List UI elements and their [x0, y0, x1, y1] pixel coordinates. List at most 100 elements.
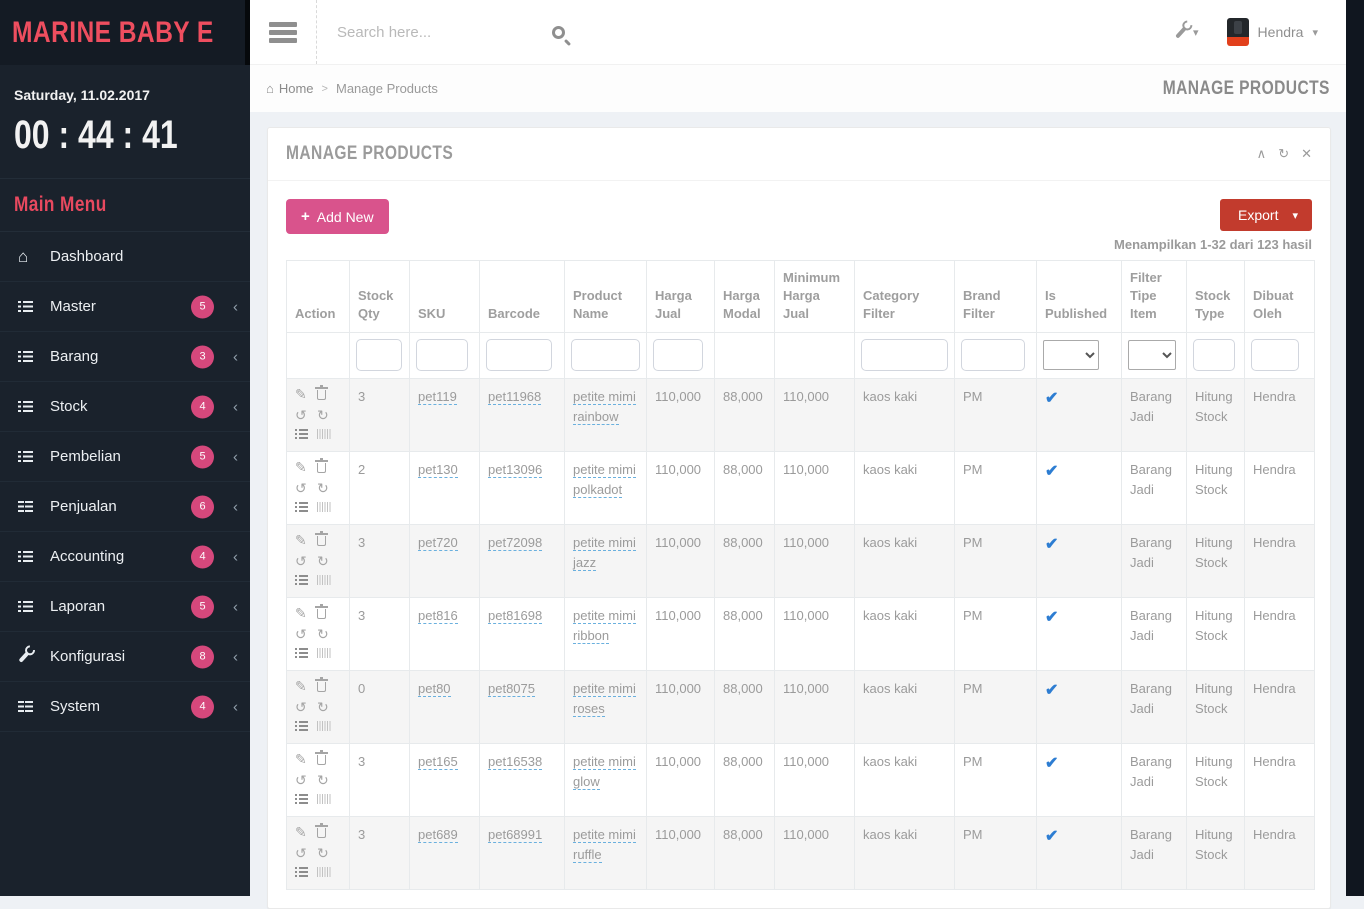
delete-icon[interactable]: [317, 536, 326, 546]
column-header[interactable]: Is Published: [1037, 261, 1122, 333]
filter-select-is-published[interactable]: [1043, 340, 1099, 370]
column-header[interactable]: Brand Filter: [955, 261, 1037, 333]
filter-input-dibuat-oleh[interactable]: [1251, 339, 1299, 371]
product-name-editable[interactable]: petite mimi polkadot: [573, 462, 636, 498]
edit-icon[interactable]: ✎: [295, 679, 307, 693]
sku-editable[interactable]: pet816: [418, 608, 458, 624]
column-header[interactable]: Harga Jual: [647, 261, 715, 333]
sku-editable[interactable]: pet720: [418, 535, 458, 551]
refresh-icon[interactable]: ↻: [317, 627, 329, 641]
column-header[interactable]: Dibuat Oleh: [1245, 261, 1315, 333]
sku-editable[interactable]: pet119: [418, 389, 457, 405]
sidebar-item-laporan[interactable]: Laporan 5 ‹: [0, 582, 250, 632]
edit-icon[interactable]: ✎: [295, 606, 307, 620]
barcode-editable[interactable]: pet16538: [488, 754, 542, 770]
column-header[interactable]: Harga Modal: [715, 261, 775, 333]
delete-icon[interactable]: [317, 682, 326, 692]
published-check-icon[interactable]: ✔: [1045, 682, 1058, 699]
history-icon[interactable]: ↺: [295, 773, 307, 787]
column-header[interactable]: Filter Tipe Item: [1122, 261, 1187, 333]
history-icon[interactable]: ↺: [295, 554, 307, 568]
product-name-editable[interactable]: petite mimi glow: [573, 754, 636, 790]
refresh-icon[interactable]: ↻: [317, 408, 329, 422]
sidebar-item-konfigurasi[interactable]: Konfigurasi 8 ‹: [0, 632, 250, 682]
edit-icon[interactable]: ✎: [295, 460, 307, 474]
barcode-icon[interactable]: [317, 867, 331, 877]
published-check-icon[interactable]: ✔: [1045, 828, 1058, 845]
published-check-icon[interactable]: ✔: [1045, 609, 1058, 626]
product-name-editable[interactable]: petite mimi roses: [573, 681, 636, 717]
search-input[interactable]: [337, 24, 552, 41]
filter-input-stock-qty[interactable]: [356, 339, 402, 371]
refresh-icon[interactable]: ↻: [317, 846, 329, 860]
sidebar-item-master[interactable]: Master 5 ‹: [0, 282, 250, 332]
list-icon[interactable]: [295, 721, 308, 731]
product-name-editable[interactable]: petite mimi ribbon: [573, 608, 636, 644]
list-icon[interactable]: [295, 575, 308, 585]
sidebar-item-accounting[interactable]: Accounting 4 ‹: [0, 532, 250, 582]
filter-input-category-filter[interactable]: [861, 339, 948, 371]
refresh-icon[interactable]: ↻: [317, 773, 329, 787]
collapse-icon[interactable]: ∧: [1257, 146, 1267, 162]
sidebar-toggle-button[interactable]: [250, 0, 317, 64]
history-icon[interactable]: ↺: [295, 700, 307, 714]
edit-icon[interactable]: ✎: [295, 752, 307, 766]
list-icon[interactable]: [295, 867, 308, 877]
sku-editable[interactable]: pet80: [418, 681, 451, 697]
sku-editable[interactable]: pet689: [418, 827, 458, 843]
column-header[interactable]: Product Name: [565, 261, 647, 333]
list-icon[interactable]: [295, 502, 308, 512]
barcode-icon[interactable]: [317, 648, 331, 658]
history-icon[interactable]: ↺: [295, 481, 307, 495]
sidebar-item-penjualan[interactable]: Penjualan 6 ‹: [0, 482, 250, 532]
barcode-editable[interactable]: pet81698: [488, 608, 542, 624]
published-check-icon[interactable]: ✔: [1045, 536, 1058, 553]
delete-icon[interactable]: [317, 828, 326, 838]
barcode-editable[interactable]: pet8075: [488, 681, 535, 697]
sku-editable[interactable]: pet165: [418, 754, 458, 770]
brand-logo[interactable]: MARINE BABY E: [0, 0, 250, 65]
filter-input-stock-type[interactable]: [1193, 339, 1235, 371]
product-name-editable[interactable]: petite mimi ruffle: [573, 827, 636, 863]
edit-icon[interactable]: ✎: [295, 387, 307, 401]
breadcrumb-home-link[interactable]: ⌂ Home: [266, 81, 314, 96]
barcode-icon[interactable]: [317, 575, 331, 585]
product-name-editable[interactable]: petite mimi rainbow: [573, 389, 636, 425]
sidebar-item-system[interactable]: System 4 ‹: [0, 682, 250, 732]
history-icon[interactable]: ↺: [295, 408, 307, 422]
barcode-editable[interactable]: pet68991: [488, 827, 542, 843]
tools-dropdown[interactable]: ▾: [1179, 26, 1199, 39]
barcode-icon[interactable]: [317, 502, 331, 512]
sidebar-item-dashboard[interactable]: ⌂ Dashboard ‹: [0, 232, 250, 282]
published-check-icon[interactable]: ✔: [1045, 463, 1058, 480]
history-icon[interactable]: ↺: [295, 846, 307, 860]
edit-icon[interactable]: ✎: [295, 825, 307, 839]
close-icon[interactable]: ✕: [1301, 146, 1312, 162]
search-icon[interactable]: [552, 26, 565, 39]
published-check-icon[interactable]: ✔: [1045, 390, 1058, 407]
add-new-button[interactable]: + Add New: [286, 199, 389, 234]
refresh-icon[interactable]: ↻: [1278, 146, 1289, 162]
barcode-editable[interactable]: pet11968: [488, 389, 541, 405]
barcode-editable[interactable]: pet13096: [488, 462, 542, 478]
sidebar-item-stock[interactable]: Stock 4 ‹: [0, 382, 250, 432]
list-icon[interactable]: [295, 648, 308, 658]
filter-input-product-name[interactable]: [571, 339, 640, 371]
refresh-icon[interactable]: ↻: [317, 481, 329, 495]
barcode-editable[interactable]: pet72098: [488, 535, 542, 551]
column-header[interactable]: Stock Type: [1187, 261, 1245, 333]
product-name-editable[interactable]: petite mimi jazz: [573, 535, 636, 571]
filter-select-filter-tipe-item[interactable]: [1128, 340, 1176, 370]
user-dropdown[interactable]: Hendra ▾: [1227, 18, 1318, 46]
sidebar-item-barang[interactable]: Barang 3 ‹: [0, 332, 250, 382]
filter-input-barcode[interactable]: [486, 339, 552, 371]
column-header[interactable]: Stock Qty: [350, 261, 410, 333]
published-check-icon[interactable]: ✔: [1045, 755, 1058, 772]
barcode-icon[interactable]: [317, 429, 331, 439]
delete-icon[interactable]: [317, 609, 326, 619]
delete-icon[interactable]: [317, 463, 326, 473]
filter-input-brand-filter[interactable]: [961, 339, 1025, 371]
column-header[interactable]: Barcode: [480, 261, 565, 333]
control-sidebar-strip[interactable]: [1346, 0, 1364, 896]
sku-editable[interactable]: pet130: [418, 462, 458, 478]
